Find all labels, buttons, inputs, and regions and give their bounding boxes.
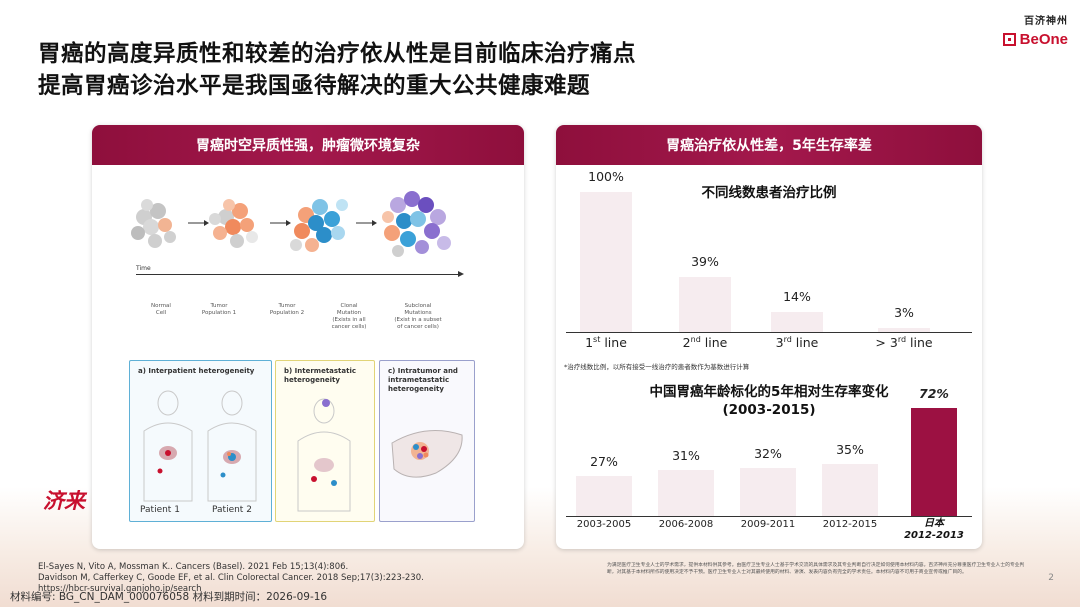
panel-intratumor: c) Intratumor and intrametastatic hetero…: [379, 360, 475, 522]
disclaimer: 为满足医疗卫生专业人士的学术需求，提供本材料供其参考。由医疗卫生专业人士基于学术…: [607, 563, 1025, 575]
chart1-value-label: 14%: [783, 289, 811, 305]
chart1-bar: [580, 192, 632, 332]
tumor-population-2-cluster: [290, 199, 348, 252]
chart1-value-label: 3%: [894, 304, 914, 320]
reference-1: El-Sayes N, Vito A, Mossman K.. Cancers …: [38, 562, 349, 572]
chart1-bar: [771, 312, 823, 332]
chart2-bar-highlight: [911, 408, 957, 516]
company-logo: 百济神州 BeOne: [1002, 12, 1068, 48]
chart2-bar: [822, 463, 878, 516]
panel-interpatient: a) Interpatient heterogeneity Patient 1 …: [129, 360, 272, 522]
chart2-title: 中国胃癌年龄标化的5年相对生存率变化 (2003-2015): [556, 383, 982, 419]
chart1-title: 不同线数患者治疗比例: [701, 185, 837, 201]
chart1-value-label: 39%: [691, 254, 719, 270]
chart2-title-line2: (2003-2015): [722, 402, 816, 418]
chart2-bar: [576, 475, 632, 516]
chart1-value-label: 100%: [588, 169, 624, 184]
chart2-highlight-category-label: 日本 2012-2013: [904, 518, 964, 541]
arrow-icon: [270, 220, 291, 226]
legend-clonal-mutation: Clonal Mutation (Exists in all cancer ce…: [331, 303, 367, 330]
legend-tumor-pop2: Tumor Population 2: [269, 303, 305, 316]
chart2-category-label: 2009-2011: [740, 519, 796, 530]
chart1-axis: [566, 332, 972, 333]
chart2-value-label: 31%: [672, 447, 700, 463]
chart2-value-label: 27%: [590, 453, 618, 469]
chart1-category-label: 3rd line: [775, 335, 819, 351]
timeline-label: Time: [136, 265, 151, 272]
chart2-category-label: 2003-2005: [576, 519, 632, 530]
chart1-category-label: 2nd line: [682, 335, 728, 351]
reference-2: Davidson M, Cafferkey C, Goode EF, et al…: [38, 573, 424, 583]
reference-3: https://hbcr-survival.ganjoho.jp/search: [38, 584, 202, 594]
timeline-arrow: [136, 271, 464, 277]
seal-stamp: 济来: [43, 488, 85, 513]
panel-c-label: c) Intratumor and intrametastatic hetero…: [388, 367, 458, 394]
subclonal-cluster: [382, 191, 451, 257]
cell-clusters-svg: * *: [131, 191, 451, 422]
chart2-bar: [740, 468, 796, 516]
chart2-value-label: 35%: [836, 441, 864, 457]
adherence-card-header: 胃癌治疗依从性差，5年生存率差: [556, 125, 982, 165]
legend-tumor-pop1: Tumor Population 1: [201, 303, 237, 316]
normal-cell-cluster: [131, 199, 176, 248]
arrow-icon: [356, 220, 377, 226]
chart2-value-label: 32%: [754, 446, 782, 461]
chart2-axis: [566, 516, 972, 517]
patients-body-icon: [143, 390, 257, 502]
logo-cn: 百济神州: [1024, 16, 1068, 27]
chart1-bar: [679, 277, 731, 332]
chart1-category-label: 1st line: [585, 335, 627, 351]
references: El-Sayes N, Vito A, Mossman K.. Cancers …: [38, 562, 424, 595]
page-title-line1: 胃癌的高度异质性和较差的治疗依从性是目前临床治疗痛点: [38, 41, 637, 67]
body-metastasis-icon: [297, 398, 351, 512]
chart1-category-label: > 3rd line: [875, 335, 933, 351]
beone-mark-icon: [1002, 33, 1016, 46]
tumor-evolution-illustration: * * Time Normal Cell Tumor Population 1 …: [92, 165, 524, 549]
panel-a-label: a) Interpatient heterogeneity: [138, 367, 255, 375]
chart2-category-label: 2006-2008: [658, 519, 714, 530]
chart2-title-line1: 中国胃癌年龄标化的5年相对生存率变化: [649, 384, 889, 400]
panel-intermetastatic: b) Intermetastatic heterogeneity: [275, 360, 375, 522]
arrow-icon: [188, 220, 209, 226]
heterogeneity-card: 胃癌时空异质性强，肿瘤微环境复杂: [92, 125, 524, 549]
page-number: 2: [1048, 573, 1054, 583]
patient-1-label: Patient 1: [140, 505, 180, 515]
chart2-value-label: 72%: [919, 386, 949, 401]
page-title-line2: 提高胃癌诊治水平是我国亟待解决的重大公共健康难题: [38, 73, 591, 99]
liver-tumor-icon: [391, 430, 463, 478]
legend-normal-cell: Normal Cell: [151, 303, 171, 316]
chart2-bar: [658, 469, 714, 516]
chart2-category-label: 2012-2015: [822, 519, 878, 530]
chart1-footnote: *治疗线数比例，以所有接受一线治疗的患者数作为基数进行计算: [564, 363, 750, 371]
tumor-population-1-cluster: [209, 199, 258, 248]
logo-en: BeOne: [1019, 31, 1068, 48]
chart1-bar: [878, 327, 930, 332]
heterogeneity-card-header: 胃癌时空异质性强，肿瘤微环境复杂: [92, 125, 524, 165]
panel-b-label: b) Intermetastatic heterogeneity: [284, 367, 357, 385]
legend-subclonal-mutations: Subclonal Mutations (Exist in a subset o…: [394, 303, 442, 330]
adherence-card: 胃癌治疗依从性差，5年生存率差 不同线数患者治疗比例 *治疗线数比例，以所有接受…: [556, 125, 982, 549]
material-code-footer: 材料编号: BG_CN_DAM_000076058 材料到期时间：2026-09…: [10, 591, 328, 603]
patient-2-label: Patient 2: [212, 505, 252, 515]
